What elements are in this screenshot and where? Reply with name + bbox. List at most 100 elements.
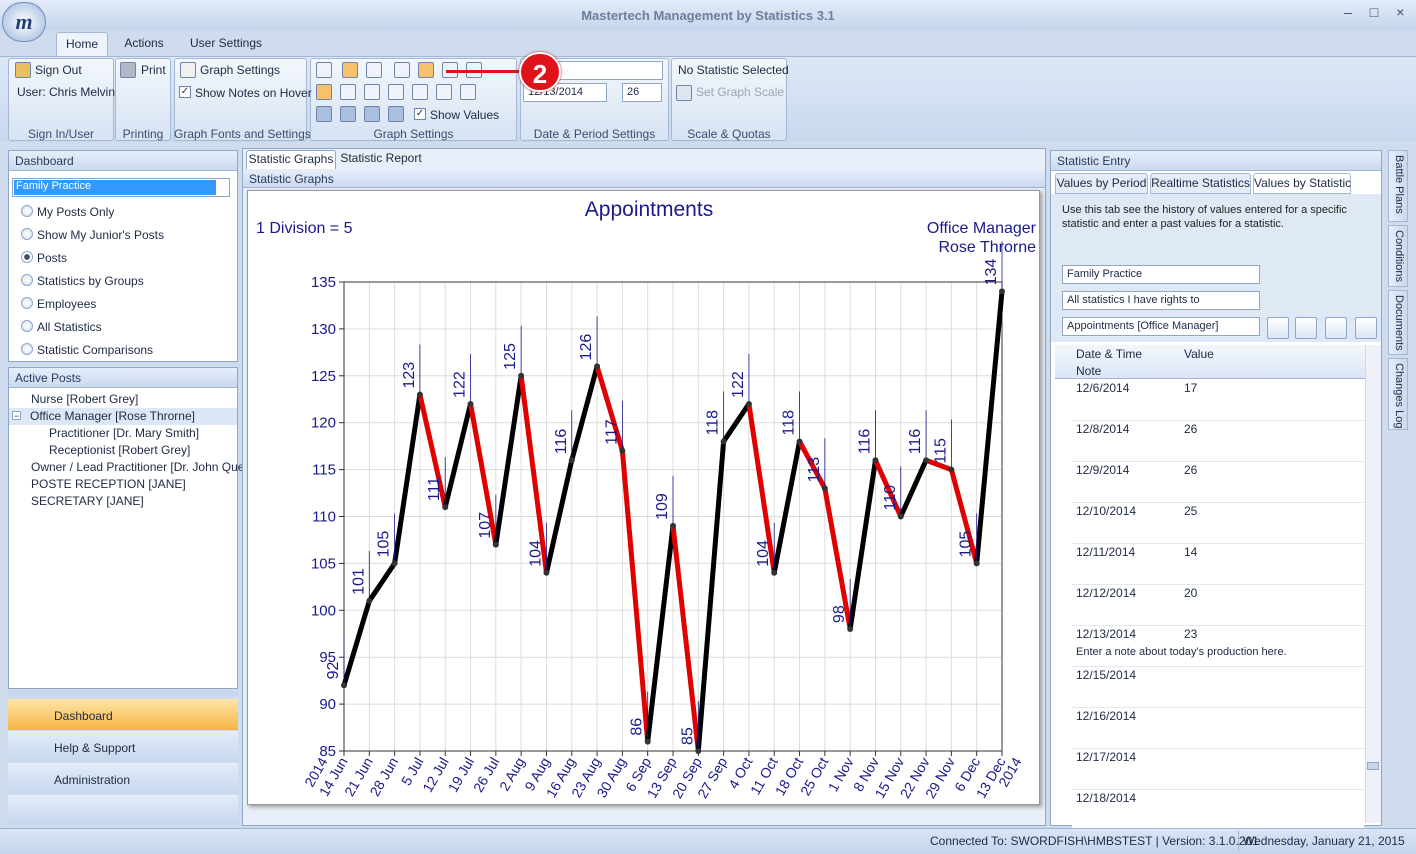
row-date[interactable]: 12/13/2014	[1076, 627, 1137, 641]
entry-tab[interactable]: Realtime Statistics	[1150, 173, 1251, 194]
print-button[interactable]: Print	[141, 63, 166, 77]
selector-combo[interactable]: All statistics I have rights to	[1062, 291, 1260, 310]
selector-combo[interactable]: Family Practice	[1062, 265, 1260, 284]
nav-button[interactable]: Dashboard	[8, 699, 238, 730]
post-item[interactable]: Nurse [Robert Grey]	[31, 392, 139, 406]
ribbon-tab[interactable]: User Settings	[189, 36, 263, 50]
sign-out-button[interactable]: Sign Out	[35, 63, 82, 77]
post-item[interactable]: SECRETARY [JANE]	[31, 494, 144, 508]
post-item[interactable]: POSTE RECEPTION [JANE]	[31, 477, 186, 491]
icon[interactable]	[388, 84, 404, 100]
icon[interactable]	[364, 84, 380, 100]
icon[interactable]	[388, 106, 404, 122]
side-tab-label[interactable]: Documents	[1393, 295, 1405, 351]
entry-tab[interactable]: Values by Period	[1055, 173, 1148, 194]
radio[interactable]	[21, 274, 33, 286]
radio[interactable]	[21, 251, 33, 263]
side-tab[interactable]: Changes Log	[1388, 358, 1408, 430]
action-button[interactable]	[1325, 317, 1347, 339]
icon[interactable]	[394, 62, 410, 78]
row-date[interactable]: 12/9/2014	[1076, 463, 1130, 477]
window-controls[interactable]: –□×	[1344, 4, 1416, 20]
icon[interactable]	[418, 62, 434, 78]
radio-label[interactable]: Show My Junior's Posts	[37, 228, 165, 242]
icon[interactable]	[340, 84, 356, 100]
icon[interactable]	[316, 106, 332, 122]
restore-button[interactable]	[1272, 6, 1302, 22]
row-value[interactable]: 25	[1184, 504, 1198, 518]
center-tab[interactable]: Statistic Report	[340, 151, 422, 165]
row-value[interactable]: 26	[1184, 463, 1198, 477]
icon[interactable]	[412, 84, 428, 100]
checkbox[interactable]: ✓	[414, 108, 426, 120]
show-values-label[interactable]: Show Values	[430, 108, 500, 122]
icon[interactable]	[460, 84, 476, 100]
radio[interactable]	[21, 343, 33, 355]
row-date[interactable]: 12/18/2014	[1076, 791, 1137, 805]
checkbox[interactable]: ✓	[179, 86, 191, 98]
side-tab[interactable]: Conditions	[1388, 225, 1408, 287]
radio[interactable]	[21, 320, 33, 332]
icon[interactable]	[436, 84, 452, 100]
icon[interactable]	[364, 106, 380, 122]
side-tab[interactable]: Documents	[1388, 290, 1408, 355]
selector-combo[interactable]: Appointments [Office Manager]	[1062, 317, 1260, 336]
radio-label[interactable]: Employees	[37, 297, 97, 311]
radio-label[interactable]: My Posts Only	[37, 205, 115, 219]
center-tab[interactable]: Statistic Graphs	[246, 150, 336, 169]
row-date[interactable]: 12/17/2014	[1076, 750, 1137, 764]
row-value[interactable]: 14	[1184, 545, 1198, 559]
side-tab[interactable]: Battle Plans	[1388, 150, 1408, 222]
graph-settings-button[interactable]: Graph Settings	[200, 63, 281, 77]
app-logo[interactable]: m	[2, 2, 46, 42]
icon[interactable]	[15, 62, 31, 78]
action-button[interactable]	[1267, 317, 1289, 339]
action-button[interactable]	[1295, 317, 1317, 339]
entry-tab[interactable]: Values by Statistic	[1253, 173, 1351, 194]
radio-label[interactable]: All Statistics	[37, 320, 102, 334]
icon[interactable]	[316, 84, 332, 100]
icon[interactable]	[120, 62, 136, 78]
radio-label[interactable]: Statistics by Groups	[37, 274, 144, 288]
row-date[interactable]: 12/15/2014	[1076, 668, 1137, 682]
row-date[interactable]: 12/10/2014	[1076, 504, 1137, 518]
icon[interactable]	[316, 62, 332, 78]
value-label: 125	[502, 343, 519, 370]
row-value[interactable]: 17	[1184, 381, 1198, 395]
row-value[interactable]: 20	[1184, 586, 1198, 600]
radio[interactable]	[21, 297, 33, 309]
ribbon-tab[interactable]: Actions	[124, 36, 164, 50]
row-date[interactable]: 12/8/2014	[1076, 422, 1130, 436]
icon[interactable]	[340, 106, 356, 122]
post-item[interactable]: Receptionist [Robert Grey]	[49, 443, 191, 457]
show-notes-label[interactable]: Show Notes on Hover	[195, 86, 312, 100]
post-item[interactable]: Owner / Lead Practitioner [Dr. John Que]	[31, 460, 248, 474]
expander[interactable]: −	[12, 411, 21, 421]
row-value[interactable]: 23	[1184, 627, 1198, 641]
action-button[interactable]	[1355, 317, 1377, 339]
icon[interactable]	[366, 62, 382, 78]
side-tab-label[interactable]: Conditions	[1393, 230, 1405, 282]
row-note[interactable]: Enter a note about today's production he…	[1076, 646, 1287, 658]
ribbon-tab[interactable]: Home	[56, 32, 108, 56]
period-input[interactable]: 26	[622, 83, 662, 102]
side-tab-label[interactable]: Battle Plans	[1393, 155, 1405, 214]
row-date[interactable]: 12/11/2014	[1076, 545, 1136, 559]
icon[interactable]	[180, 62, 196, 78]
row-date[interactable]: 12/6/2014	[1076, 381, 1130, 395]
side-tab-label[interactable]: Changes Log	[1393, 363, 1405, 429]
nav-button[interactable]: Help & Support	[8, 731, 238, 762]
row-value[interactable]: 26	[1184, 422, 1198, 436]
x-tick-label: 26 Jul	[470, 755, 503, 795]
scroll-thumb[interactable]	[1367, 762, 1379, 770]
radio-label[interactable]: Statistic Comparisons	[37, 343, 154, 357]
radio-label[interactable]: Posts	[37, 251, 68, 265]
post-item[interactable]: Practitioner [Dr. Mary Smith]	[49, 426, 200, 440]
radio[interactable]	[21, 228, 33, 240]
radio[interactable]	[21, 205, 33, 217]
nav-button[interactable]: Administration	[8, 763, 238, 794]
icon[interactable]	[342, 62, 358, 78]
row-date[interactable]: 12/12/2014	[1076, 586, 1137, 600]
row-date[interactable]: 12/16/2014	[1076, 709, 1137, 723]
post-item[interactable]: Office Manager [Rose Throrne]	[30, 409, 195, 423]
